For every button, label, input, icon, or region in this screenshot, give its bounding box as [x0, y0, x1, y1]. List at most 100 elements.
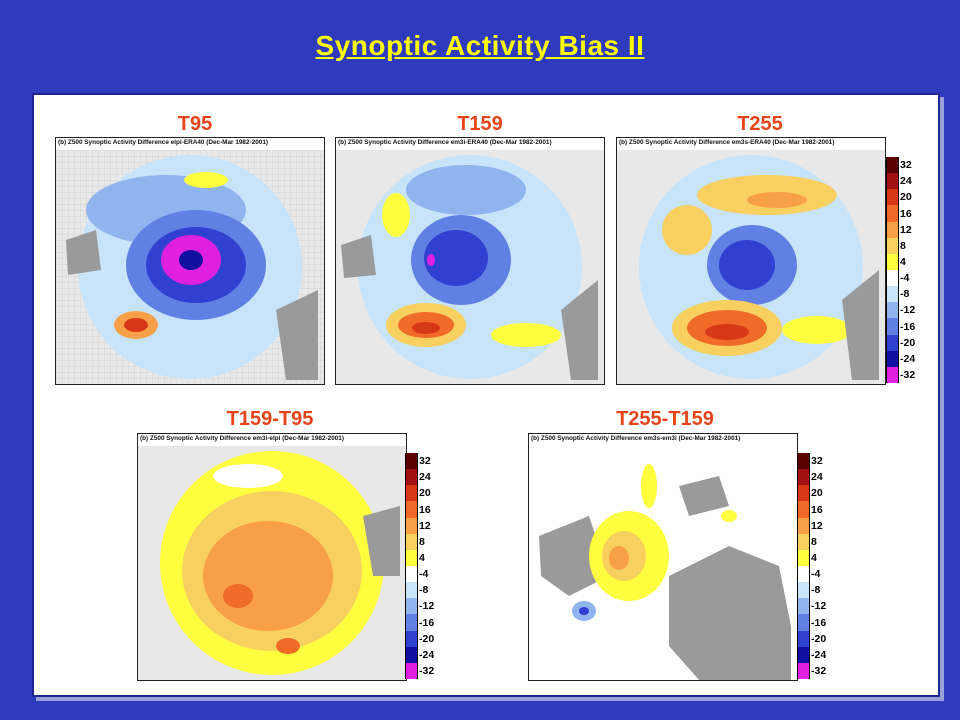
colorbar-swatch: [886, 350, 899, 368]
colorbar-bottom-left: 32 24 20 16 12 8 4 -4 -8 -12 -16 -20 -24 -32: [405, 453, 449, 680]
colorbar-tick-label: -32: [900, 368, 916, 381]
colorbar-tick-label: 4: [419, 551, 425, 564]
colorbar-swatch: [797, 582, 810, 599]
colorbar-swatch: [886, 189, 899, 206]
map-caption: (b) Z500 Synoptic Activity Difference em…: [531, 435, 741, 442]
panel-label-t159: T159: [457, 113, 503, 135]
colorbar-swatch: [405, 646, 418, 664]
map-caption: (b) Z500 Synoptic Activity Difference el…: [58, 139, 269, 146]
map-caption: (b) Z500 Synoptic Activity Difference em…: [338, 139, 552, 146]
colorbar-tick-label: 8: [419, 535, 425, 548]
colorbar-swatch: [405, 549, 418, 567]
bias-map: [336, 150, 604, 384]
colorbar-tick-label: -8: [811, 584, 821, 597]
colorbar-tick-label: 4: [900, 255, 906, 268]
colorbar-swatch: [797, 662, 810, 680]
colorbar-tick-label: 4: [811, 551, 817, 564]
colorbar-tick-label: -4: [419, 568, 429, 581]
colorbar-swatch: [886, 334, 899, 352]
colorbar-swatch: [405, 566, 418, 583]
colorbar-swatch: [797, 517, 810, 535]
colorbar-swatch: [405, 533, 418, 551]
slide-title: Synoptic Activity Bias II: [315, 30, 645, 61]
colorbar-swatch: [886, 286, 899, 303]
colorbar-swatch: [886, 366, 899, 384]
colorbar-swatch: [797, 533, 810, 551]
colorbar-tick-label: -12: [811, 600, 827, 613]
colorbar-tick-label: 32: [811, 455, 823, 468]
colorbar-tick-label: 32: [900, 159, 912, 172]
map-panel-t159-t95: (b) Z500 Synoptic Activity Difference em…: [137, 433, 407, 681]
colorbar-swatch: [797, 598, 810, 615]
panel-label-t255: T255: [737, 113, 783, 135]
colorbar-swatch: [886, 157, 899, 174]
colorbar-tick-label: -20: [419, 632, 435, 645]
map-panel-t255: (b) Z500 Synoptic Activity Difference em…: [616, 137, 886, 385]
colorbar-tick-label: 32: [419, 455, 431, 468]
colorbar-tick-label: 16: [419, 503, 431, 516]
bias-map: [138, 446, 406, 680]
colorbar-swatch: [405, 453, 418, 470]
colorbar-tick-label: 24: [419, 471, 431, 484]
colorbar-tick-label: 20: [419, 487, 431, 500]
colorbar-tick-label: -20: [900, 336, 916, 349]
colorbar-swatch: [797, 469, 810, 486]
colorbar-tick-label: -32: [419, 664, 435, 677]
colorbar-tick-label: -8: [419, 584, 429, 597]
colorbar-swatch: [797, 501, 810, 519]
colorbar-tick-label: 24: [900, 175, 912, 188]
colorbar-swatch: [886, 318, 899, 336]
colorbar-swatch: [797, 566, 810, 583]
map-caption: (b) Z500 Synoptic Activity Difference em…: [619, 139, 835, 146]
colorbar-swatch: [797, 549, 810, 567]
panel-label-t255-t159: T255-T159: [616, 408, 714, 430]
panel-label-t95: T95: [177, 113, 213, 135]
bias-map: [529, 446, 797, 680]
colorbar-tick-label: -12: [419, 600, 435, 613]
bias-map: [617, 150, 885, 384]
bias-map: [56, 150, 324, 384]
colorbar-swatch: [797, 485, 810, 502]
colorbar-swatch: [886, 221, 899, 239]
colorbar-swatch: [405, 662, 418, 680]
colorbar-tick-label: -24: [811, 648, 827, 661]
colorbar-tick-label: -16: [419, 616, 435, 629]
colorbar-tick-label: 24: [811, 471, 823, 484]
colorbar-swatch: [886, 253, 899, 271]
colorbar-tick-label: -16: [900, 320, 916, 333]
colorbar-swatch: [797, 646, 810, 664]
map-caption: (b) Z500 Synoptic Activity Difference em…: [140, 435, 344, 442]
colorbar-swatch: [405, 582, 418, 599]
colorbar-tick-label: -12: [900, 304, 916, 317]
colorbar-tick-label: 16: [811, 503, 823, 516]
map-panel-t159: (b) Z500 Synoptic Activity Difference em…: [335, 137, 605, 385]
colorbar-swatch: [405, 501, 418, 519]
map-panel-t255-t159: (b) Z500 Synoptic Activity Difference em…: [528, 433, 798, 681]
colorbar-bottom-right: 32 24 20 16 12 8 4 -4 -8 -12 -16 -20 -24 -32: [797, 453, 841, 680]
colorbar-tick-label: -24: [900, 352, 916, 365]
colorbar-swatch: [886, 173, 899, 190]
colorbar-tick-label: -32: [811, 664, 827, 677]
colorbar-tick-label: -16: [811, 616, 827, 629]
colorbar-swatch: [797, 453, 810, 470]
panel-label-t159-t95: T159-T95: [226, 408, 314, 430]
colorbar-tick-label: -4: [811, 568, 821, 581]
colorbar-tick-label: 20: [900, 191, 912, 204]
colorbar-top: 32 24 20 16 12 8 4 -4 -8 -12 -16 -20 -24 -32: [886, 157, 930, 384]
colorbar-swatch: [886, 237, 899, 255]
colorbar-tick-label: 12: [811, 519, 823, 532]
colorbar-tick-label: 8: [811, 535, 817, 548]
colorbar-swatch: [797, 630, 810, 648]
colorbar-swatch: [405, 630, 418, 648]
colorbar-tick-label: 12: [419, 519, 431, 532]
colorbar-tick-label: -24: [419, 648, 435, 661]
colorbar-swatch: [405, 598, 418, 615]
colorbar-tick-label: -4: [900, 272, 910, 285]
colorbar-swatch: [886, 205, 899, 223]
colorbar-tick-label: -8: [900, 288, 910, 301]
colorbar-swatch: [405, 469, 418, 486]
colorbar-swatch: [886, 270, 899, 287]
colorbar-swatch: [405, 485, 418, 502]
colorbar-swatch: [797, 614, 810, 632]
colorbar-tick-label: 12: [900, 223, 912, 236]
